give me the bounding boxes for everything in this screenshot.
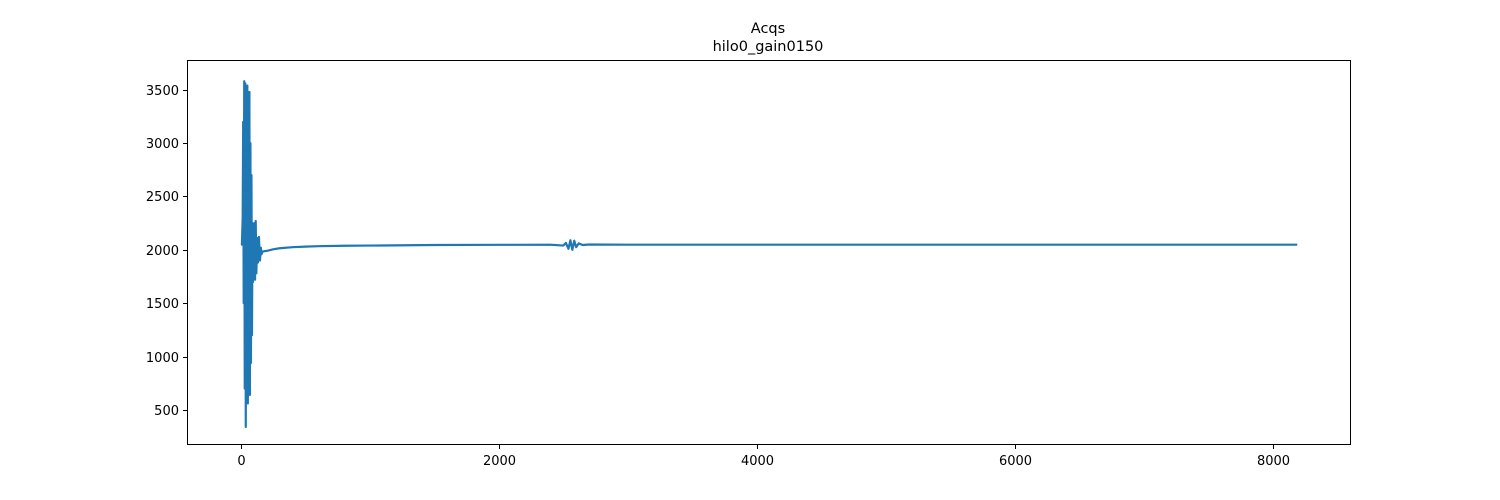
series-line-0 bbox=[240, 80, 1298, 429]
x-tick-label: 8000 bbox=[1257, 454, 1290, 469]
chart-title: Acqs bbox=[751, 21, 785, 37]
x-axis: 0 2000 4000 6000 8000 bbox=[237, 444, 1290, 469]
y-tick-label: 1500 bbox=[146, 297, 179, 312]
y-tick-label: 3500 bbox=[146, 84, 179, 99]
y-tick-label: 2000 bbox=[146, 244, 179, 259]
y-tick-label: 1000 bbox=[146, 351, 179, 366]
y-axis: 500 1000 1500 2000 2500 3000 3500 bbox=[146, 84, 188, 419]
x-tick-label: 0 bbox=[237, 454, 245, 469]
x-tick-label: 6000 bbox=[999, 454, 1032, 469]
x-tick-label: 2000 bbox=[483, 454, 516, 469]
axes-frame bbox=[187, 60, 1351, 445]
chart-subtitle: hilo0_gain0150 bbox=[713, 39, 824, 55]
y-tick-label: 2500 bbox=[146, 190, 179, 205]
x-tick-label: 4000 bbox=[741, 454, 774, 469]
plot-area bbox=[240, 80, 1298, 429]
y-tick-label: 3000 bbox=[146, 137, 179, 152]
y-tick-label: 500 bbox=[154, 404, 179, 419]
